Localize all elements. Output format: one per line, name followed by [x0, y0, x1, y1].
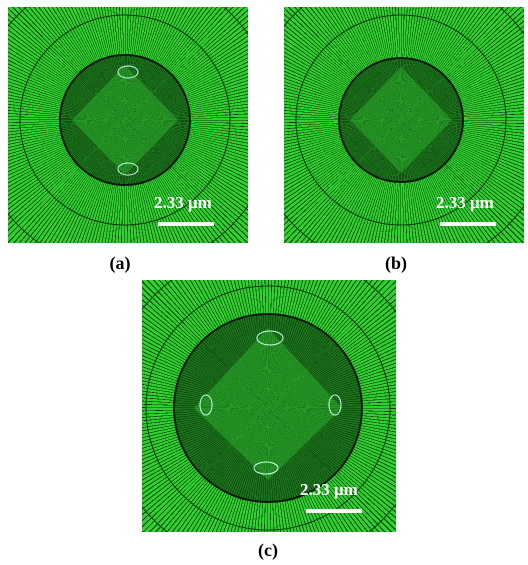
scale-bar: [440, 222, 496, 226]
caption: (b): [385, 253, 407, 274]
scale-label: 2.33 μm: [154, 193, 212, 213]
panel-image: 2.33 μm: [8, 7, 248, 243]
scale-bar: [158, 222, 214, 226]
scale-bar: [306, 509, 362, 513]
panel-image: 2.33 μm: [284, 7, 524, 243]
scale-label: 2.33 μm: [436, 193, 494, 213]
caption: (c): [258, 540, 278, 561]
panel-image: 2.33 μm: [142, 280, 396, 532]
figure: 2.33 μm (a) 2.33 μm (b) 2.33 μm (c): [0, 0, 528, 565]
mesh-overlay: [142, 280, 396, 532]
caption: (a): [110, 253, 131, 274]
mesh-overlay: [8, 7, 248, 243]
scale-label: 2.33 μm: [300, 480, 358, 500]
